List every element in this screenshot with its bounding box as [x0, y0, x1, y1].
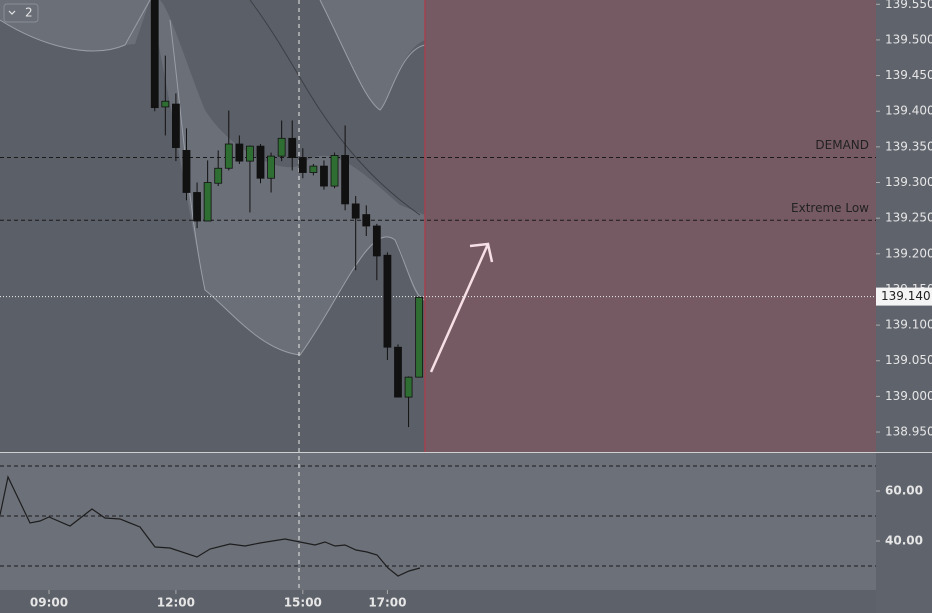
candle-body	[172, 103, 180, 148]
price-axis	[876, 0, 932, 613]
x-tick-label: 17:00	[368, 596, 406, 610]
last-price-label: 139.140	[881, 289, 931, 303]
y-tick-label: 139.050	[885, 353, 932, 367]
x-tick-label: 15:00	[284, 596, 322, 610]
level-label: Extreme Low	[791, 201, 869, 215]
badge-caret	[8, 10, 16, 15]
candle-body	[224, 143, 233, 169]
candle-body	[394, 346, 402, 398]
candle-body	[341, 155, 350, 205]
candle-body	[214, 167, 223, 184]
forecast-zone	[425, 0, 876, 452]
band-upper	[0, 0, 151, 52]
candle-body	[298, 157, 307, 173]
arrow	[429, 242, 494, 373]
candle-body	[277, 137, 286, 157]
candle-body	[309, 165, 318, 173]
candle-body	[235, 143, 244, 162]
badge-count: 2	[25, 6, 33, 20]
candle-body	[383, 254, 392, 348]
band-upper	[319, 0, 426, 111]
badge[interactable]	[3, 3, 39, 23]
y-tick-label: 40.00	[885, 534, 923, 548]
last-price-box	[876, 287, 932, 306]
y-tick-label: 139.450	[885, 68, 932, 82]
candle-body	[182, 150, 191, 193]
y-tick-label: 139.400	[885, 104, 932, 118]
y-tick-label: 139.550	[885, 0, 932, 11]
candle-body	[288, 137, 297, 158]
y-tick-label: 139.250	[885, 211, 932, 225]
candle-body	[203, 182, 212, 222]
time-axis	[0, 590, 876, 613]
candle-body	[372, 225, 381, 257]
candle-body	[404, 376, 413, 398]
y-tick-label: 139.500	[885, 32, 932, 46]
candle-body	[362, 214, 371, 227]
candle-body	[161, 100, 170, 108]
y-tick-label: 60.00	[885, 484, 923, 498]
candle-body	[351, 203, 360, 219]
y-tick-label: 139.300	[885, 175, 932, 189]
x-tick-label: 09:00	[30, 596, 68, 610]
rsi-pane	[0, 453, 876, 590]
candle-body	[193, 192, 201, 222]
band-basis	[249, 0, 421, 216]
candle-body	[320, 165, 328, 187]
candle-body	[256, 145, 265, 179]
y-tick-label: 139.200	[885, 246, 932, 260]
x-tick-label: 12:00	[157, 596, 195, 610]
candle-body	[330, 155, 339, 187]
y-tick-label: 138.950	[885, 425, 932, 439]
candle-body	[267, 155, 275, 179]
y-tick-label: 139.350	[885, 139, 932, 153]
candle-body	[246, 145, 254, 162]
y-tick-label: 139.000	[885, 389, 932, 403]
band-fill	[0, 0, 425, 355]
candle-body	[415, 296, 424, 378]
y-tick-label: 139.100	[885, 318, 932, 332]
candle-body	[150, 0, 159, 109]
level-label: DEMAND	[815, 138, 869, 152]
rsi-line	[0, 475, 421, 577]
